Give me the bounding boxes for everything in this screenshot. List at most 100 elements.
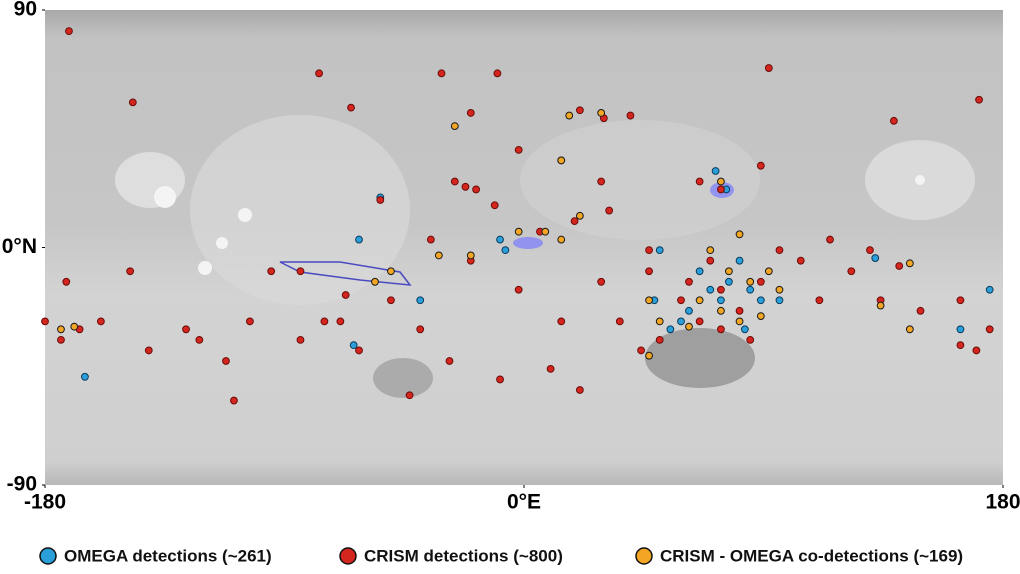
detection-point xyxy=(706,246,715,255)
detection-point xyxy=(405,391,414,400)
detection-point xyxy=(756,312,765,321)
detection-point xyxy=(717,306,725,315)
detection-point xyxy=(677,317,685,326)
detection-point xyxy=(655,317,664,326)
detection-point xyxy=(717,177,725,186)
detection-point xyxy=(96,317,105,326)
detection-point xyxy=(450,122,459,131)
detection-point xyxy=(735,317,744,326)
detection-point xyxy=(756,161,765,170)
detection-point xyxy=(626,111,635,120)
detection-point xyxy=(461,182,470,191)
detection-point xyxy=(466,251,475,260)
detection-point xyxy=(144,346,153,355)
detection-point xyxy=(557,317,566,326)
detection-point xyxy=(195,335,204,344)
detection-point xyxy=(645,296,653,305)
detection-point xyxy=(746,277,755,286)
detection-point xyxy=(637,346,645,355)
y-tick-label: 90 xyxy=(14,0,37,21)
detection-point xyxy=(296,335,305,344)
detection-point xyxy=(597,277,606,286)
detection-point xyxy=(376,196,385,204)
detection-point xyxy=(871,254,880,262)
detection-point xyxy=(466,109,475,117)
detection-point xyxy=(246,317,254,326)
x-tick-label: -180 xyxy=(24,491,66,514)
detection-point xyxy=(775,285,784,294)
detection-point xyxy=(666,325,675,334)
legend-marker xyxy=(635,547,653,565)
detection-point xyxy=(756,277,765,286)
detection-point xyxy=(57,335,65,344)
detection-point xyxy=(975,95,983,104)
legend-marker xyxy=(39,547,57,565)
detection-point xyxy=(905,325,914,334)
detection-point xyxy=(695,296,704,305)
detection-point xyxy=(546,364,555,373)
map-background xyxy=(45,10,1003,485)
detection-point xyxy=(905,259,914,268)
detection-point xyxy=(128,98,137,107)
detection-point xyxy=(847,267,856,276)
detection-point xyxy=(341,291,350,299)
detection-point xyxy=(615,317,624,326)
detection-point xyxy=(725,267,733,276)
detection-point xyxy=(916,306,925,315)
legend-marker xyxy=(339,547,357,565)
detection-point xyxy=(570,217,579,226)
detection-point xyxy=(445,357,454,365)
detection-point xyxy=(493,69,502,78)
detection-point xyxy=(815,296,824,305)
detection-point xyxy=(685,306,693,315)
legend-label: CRISM - OMEGA co-detections (~169) xyxy=(660,546,963,565)
detection-point xyxy=(717,325,725,334)
detection-point xyxy=(472,185,481,194)
detection-point xyxy=(746,335,755,344)
detection-point xyxy=(645,246,653,255)
detection-point xyxy=(565,111,574,120)
detection-point xyxy=(717,285,725,294)
detection-point xyxy=(320,317,329,326)
detection-point xyxy=(575,211,584,220)
detection-point xyxy=(740,325,749,334)
detection-point xyxy=(746,285,755,294)
detection-point xyxy=(81,372,89,381)
detection-point xyxy=(645,351,653,360)
detection-point xyxy=(956,341,965,350)
detection-point xyxy=(267,267,276,276)
detection-point xyxy=(315,69,323,78)
detection-point xyxy=(514,227,523,236)
detection-point xyxy=(557,156,566,165)
detection-point xyxy=(756,296,765,305)
detection-point xyxy=(296,267,305,276)
detection-point xyxy=(717,296,725,305)
detection-point xyxy=(775,296,784,305)
detection-point xyxy=(764,267,773,276)
detection-point xyxy=(597,177,606,186)
detection-point xyxy=(387,267,395,276)
detection-point xyxy=(70,322,79,331)
detection-point xyxy=(764,64,773,72)
x-tick-label: 180 xyxy=(985,491,1020,514)
detection-point xyxy=(387,296,395,305)
detection-point xyxy=(717,185,725,194)
y-tick-label: -90 xyxy=(7,473,37,496)
detection-point xyxy=(501,246,510,255)
y-tick-label: 0°N xyxy=(2,235,37,258)
detection-point xyxy=(695,317,704,326)
detection-point xyxy=(514,285,523,294)
detection-point xyxy=(706,256,715,265)
detection-point xyxy=(735,306,744,315)
detection-point xyxy=(490,201,499,210)
detection-point xyxy=(876,301,885,310)
detection-point xyxy=(575,106,584,115)
detection-point xyxy=(645,267,653,276)
detection-point xyxy=(655,335,664,344)
detection-point xyxy=(416,296,425,305)
detection-point xyxy=(956,325,965,334)
detection-point xyxy=(575,386,584,394)
detection-point xyxy=(65,27,73,36)
detection-point xyxy=(985,285,994,294)
